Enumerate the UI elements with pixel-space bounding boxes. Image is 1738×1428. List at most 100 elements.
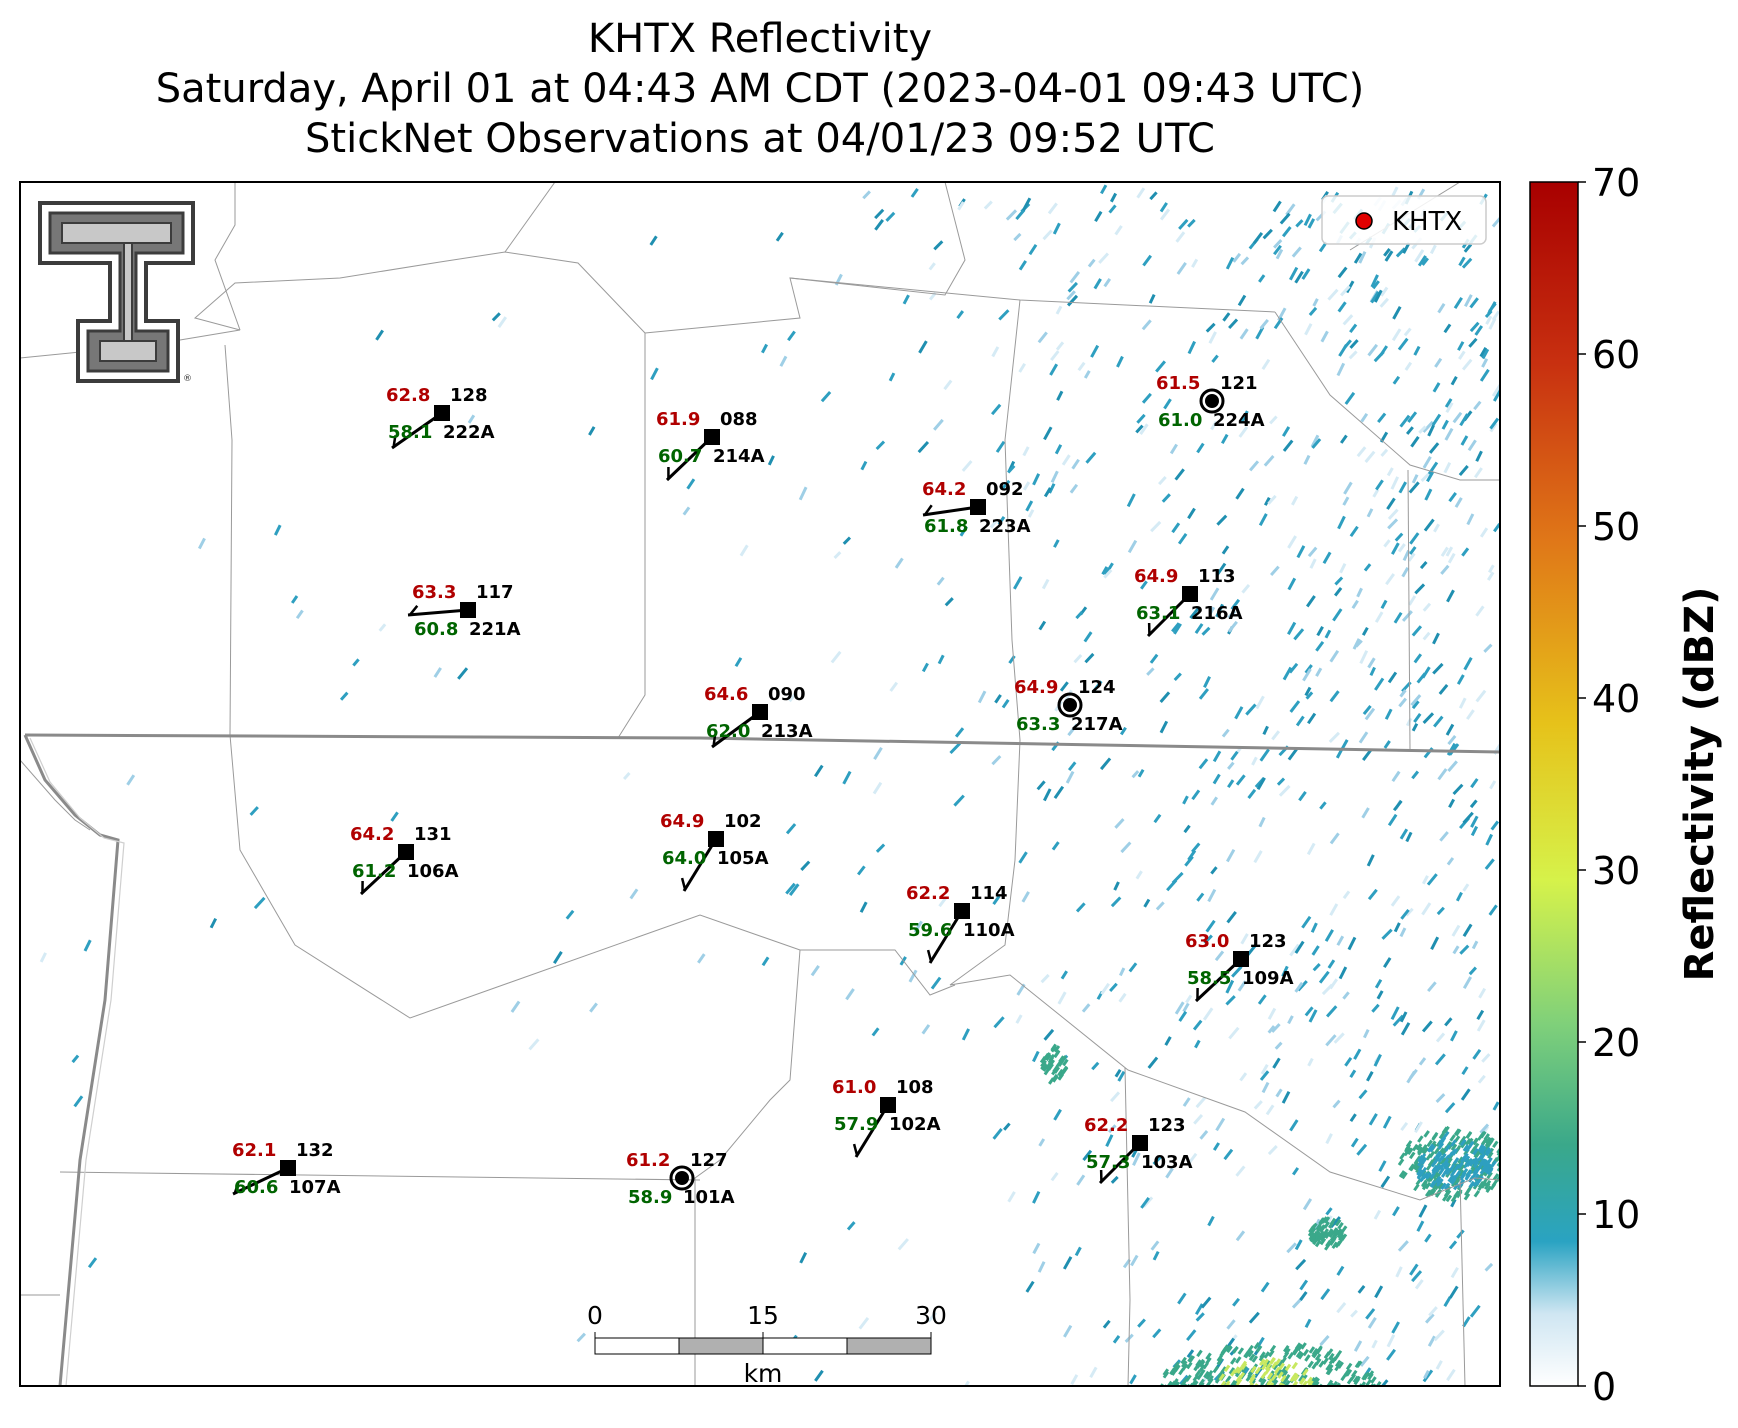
radar-echo	[1105, 1134, 1114, 1147]
radar-echo	[1022, 197, 1032, 211]
radar-echo	[1187, 849, 1197, 861]
radar-echo-cell	[1281, 1370, 1289, 1378]
radar-echo-cell	[1291, 1372, 1299, 1381]
radar-echo	[1118, 992, 1127, 1003]
radar-echo-cell	[1253, 1401, 1259, 1408]
radar-echo-cell	[1183, 1405, 1189, 1412]
station-plot: 61.5 121 61.0 224A	[1156, 373, 1265, 431]
radar-echo-cell	[1220, 1392, 1226, 1399]
radar-echo-cell	[1329, 1238, 1336, 1246]
radar-echo	[457, 667, 469, 680]
radar-echo	[1489, 422, 1498, 433]
radar-echo-cell	[1356, 1360, 1363, 1368]
radar-echo	[1488, 904, 1498, 916]
radar-echo	[1447, 552, 1456, 564]
radar-echo-cell	[1247, 1349, 1254, 1358]
radar-echo-cell	[1447, 1174, 1454, 1183]
radar-echo	[339, 691, 349, 701]
radar-echo-cell	[1325, 1363, 1332, 1371]
radar-echo	[1348, 350, 1358, 360]
radar-echo	[1067, 281, 1078, 293]
colorbar-tick-label: 20	[1592, 1021, 1640, 1065]
radar-echo-cell	[1254, 1390, 1260, 1397]
radar-echo	[1220, 433, 1229, 445]
state-line-inner	[29, 737, 125, 1386]
radar-echo	[1147, 1056, 1159, 1069]
radar-echo	[1424, 488, 1433, 501]
radar-echo	[1487, 571, 1495, 581]
radar-echo	[1414, 1121, 1423, 1134]
radar-echo	[1362, 704, 1372, 715]
radar-echo	[1287, 1015, 1294, 1025]
station-dewpoint: 60.7	[658, 446, 702, 467]
radar-echo	[1434, 357, 1443, 368]
radar-echo-cell	[1486, 1167, 1494, 1176]
radar-echo	[528, 1038, 540, 1051]
radar-echo	[1334, 576, 1344, 586]
radar-echo-cell	[1219, 1380, 1227, 1386]
county-line	[1004, 299, 1021, 741]
radar-echo	[1067, 294, 1079, 307]
radar-echo	[1461, 1066, 1469, 1075]
station-marker-icon	[954, 903, 970, 919]
station-plot: 62.2 114 59.6 110A	[906, 883, 1015, 964]
radar-echo	[799, 1252, 808, 1264]
radar-echo	[1281, 226, 1292, 238]
radar-echo	[375, 329, 384, 341]
radar-echo-cell	[1369, 1388, 1375, 1395]
radar-echo	[1447, 734, 1457, 745]
radar-echo	[857, 865, 866, 876]
radar-echo	[767, 455, 775, 466]
radar-echo-cell	[1306, 1390, 1312, 1397]
radar-echo	[1235, 774, 1246, 786]
county-line	[1274, 311, 1500, 481]
colorbar-tick-label: 10	[1592, 1193, 1640, 1237]
radar-echo	[1427, 1335, 1436, 1347]
radar-echo	[889, 681, 899, 692]
station-dewpoint: 64.0	[662, 848, 706, 869]
station-wind-direction: 113	[1198, 566, 1236, 587]
radar-echo	[862, 190, 871, 200]
radar-echo-cell	[1230, 1369, 1237, 1377]
radar-echo-cell	[1266, 1386, 1272, 1393]
radar-echo-cell	[1485, 1148, 1492, 1157]
radar-echo	[1089, 1366, 1098, 1379]
station-id: 222A	[443, 422, 495, 443]
radar-echo	[1098, 252, 1110, 264]
radar-echo	[1159, 208, 1171, 221]
radar-echo	[1380, 1175, 1391, 1188]
radar-echo	[1201, 626, 1211, 636]
radar-echo-cell	[1417, 1135, 1424, 1143]
radar-echo-cell	[1312, 1387, 1318, 1394]
colorbar-tick-label: 60	[1592, 333, 1640, 377]
radar-echo	[1230, 598, 1241, 611]
station-dewpoint: 61.8	[924, 516, 968, 537]
radar-echo	[1476, 1009, 1485, 1020]
legend: KHTX	[1321, 195, 1487, 245]
radar-echo	[1325, 1133, 1333, 1145]
radar-echo	[734, 657, 743, 668]
radar-echo-cell	[1430, 1180, 1437, 1189]
radar-echo	[1275, 248, 1284, 260]
radar-echo	[1198, 688, 1209, 700]
radar-echo-cell	[1300, 1393, 1306, 1400]
radar-echo	[1228, 1026, 1240, 1040]
radar-echo-cell	[1230, 1357, 1237, 1365]
radar-echo	[1383, 539, 1391, 548]
radar-echo-cell	[1224, 1380, 1231, 1386]
radar-echo-cell	[1307, 1413, 1313, 1420]
radar-echo	[936, 576, 945, 586]
radar-echo	[1432, 632, 1440, 645]
radar-echo-cell	[1427, 1189, 1434, 1197]
radar-echo-cell	[1268, 1402, 1274, 1409]
station-id: 224A	[1213, 410, 1265, 431]
radar-echo	[1394, 532, 1404, 542]
radar-echo-cell	[1440, 1182, 1447, 1191]
radar-echo	[1159, 691, 1171, 704]
radar-echo	[1380, 448, 1389, 457]
radar-echo	[1329, 690, 1340, 703]
radar-echo	[1353, 1048, 1362, 1060]
radar-echo	[1459, 944, 1470, 955]
station-marker-icon	[752, 704, 768, 720]
radar-echo-cell	[1312, 1350, 1319, 1359]
